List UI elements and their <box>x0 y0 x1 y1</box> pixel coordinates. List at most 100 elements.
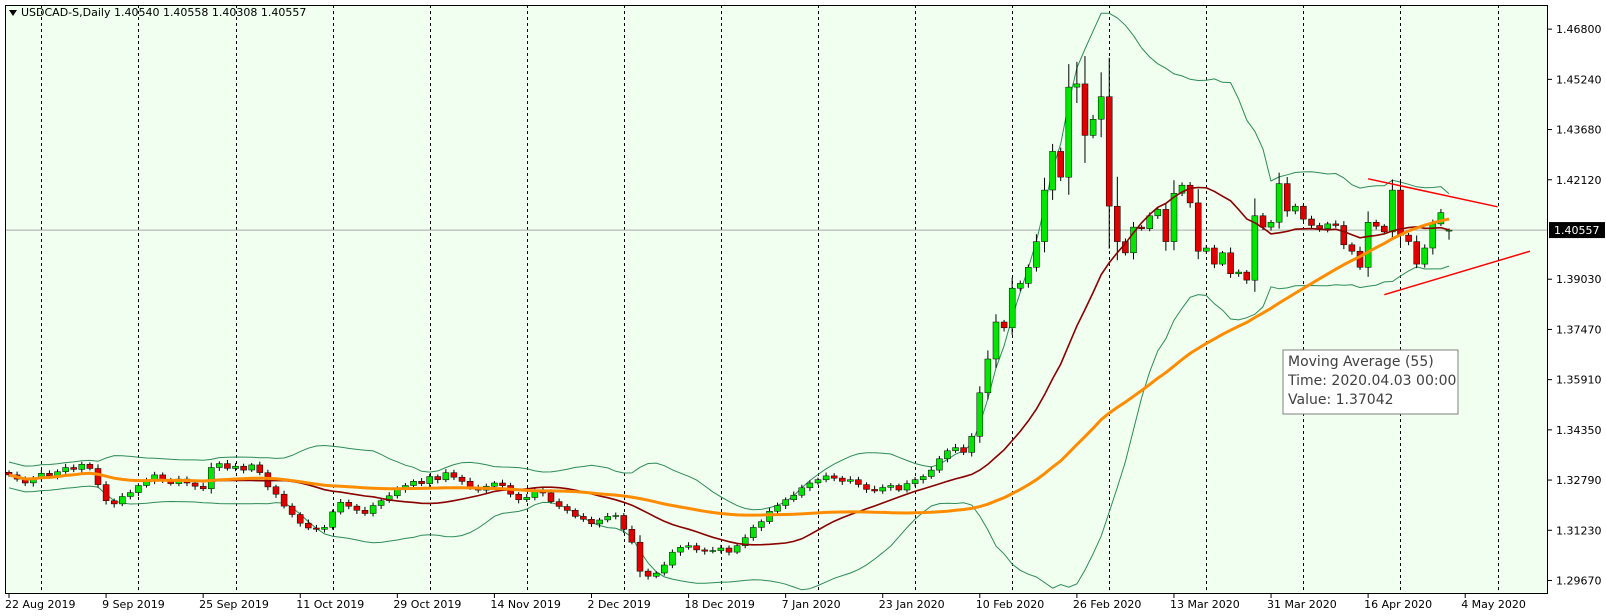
candle <box>1041 177 1048 253</box>
candle <box>911 477 919 487</box>
candle <box>305 519 312 531</box>
chart-header: USDCAD-S,Daily 1.40540 1.40558 1.40308 1… <box>9 6 306 19</box>
candle <box>1413 235 1420 269</box>
candle <box>588 516 595 527</box>
candle <box>1340 221 1348 250</box>
moving-average-short[interactable] <box>8 186 1450 546</box>
candle <box>499 479 506 489</box>
candle <box>661 561 668 576</box>
candle <box>685 542 692 550</box>
candle <box>628 525 636 545</box>
price-tick-label: 1.35910 <box>1556 374 1602 387</box>
candle <box>952 443 959 453</box>
candle <box>296 512 304 527</box>
candle <box>822 472 830 483</box>
candle <box>240 463 247 474</box>
candle <box>1017 280 1024 292</box>
candle <box>919 474 927 484</box>
candle <box>1138 225 1145 231</box>
candle <box>191 480 199 490</box>
trendlines <box>1367 178 1531 296</box>
candle <box>1372 219 1380 230</box>
tooltip-value: Value: 1.37042 <box>1288 392 1394 408</box>
plot-area[interactable] <box>5 5 1548 594</box>
candle <box>1154 206 1162 219</box>
candle <box>903 480 911 493</box>
tooltip-box <box>1282 349 1459 415</box>
candle <box>1114 176 1121 261</box>
candle <box>288 503 296 518</box>
candle <box>1178 182 1186 197</box>
chart-title: USDCAD-S,Daily 1.40540 1.40558 1.40308 1… <box>21 6 306 19</box>
candle <box>442 469 450 483</box>
candle <box>1162 204 1170 251</box>
candle <box>944 448 951 463</box>
time-tick-label: 22 Aug 2019 <box>5 598 75 611</box>
candle <box>1105 57 1113 249</box>
price-tick-label: 1.31230 <box>1556 524 1602 537</box>
candle <box>984 350 992 400</box>
candle <box>1186 182 1194 208</box>
time-tick-label: 26 Feb 2020 <box>1073 598 1141 611</box>
price-tick-label: 1.43680 <box>1556 124 1602 137</box>
candle <box>377 498 385 509</box>
candle <box>887 483 895 491</box>
candle <box>620 512 628 534</box>
candle <box>652 571 660 579</box>
candle <box>806 480 814 492</box>
candle <box>1292 203 1299 215</box>
bollinger-upper <box>8 12 1450 511</box>
candle <box>839 476 846 486</box>
candle <box>491 481 498 489</box>
candle <box>1227 247 1234 278</box>
candle <box>976 386 984 443</box>
time-tick-label: 29 Oct 2019 <box>393 598 461 611</box>
candle <box>1097 72 1105 138</box>
candle <box>248 463 255 473</box>
price-tick-label: 1.39030 <box>1556 273 1602 286</box>
candle <box>313 524 320 533</box>
candle <box>879 484 886 494</box>
candle <box>280 490 288 509</box>
candle <box>361 506 369 516</box>
trendline[interactable] <box>1384 250 1531 296</box>
candle <box>329 509 336 530</box>
trendline[interactable] <box>1367 178 1498 208</box>
candle <box>741 534 749 549</box>
candle <box>1065 64 1073 195</box>
price-tick-label: 1.37470 <box>1556 323 1602 336</box>
candle <box>798 484 806 498</box>
time-tick-label: 10 Feb 2020 <box>976 598 1044 611</box>
time-tick-label: 2 Dec 2019 <box>587 598 650 611</box>
candle <box>110 498 118 508</box>
candle <box>135 483 142 497</box>
moving-average-long[interactable] <box>8 217 1450 517</box>
candle <box>208 462 215 494</box>
triangle-down-icon[interactable] <box>9 10 17 16</box>
bollinger-lower <box>8 265 1450 591</box>
candle <box>1389 179 1396 241</box>
candle <box>1057 147 1064 182</box>
time-tick-label: 14 Nov 2019 <box>490 598 560 611</box>
candle <box>1219 250 1226 267</box>
candle <box>78 461 86 473</box>
candle <box>968 433 975 457</box>
candle <box>418 478 425 487</box>
candle <box>895 483 903 492</box>
candle <box>790 491 797 502</box>
tooltip-indicator-name: Moving Average (55) <box>1288 354 1434 370</box>
time-tick-label: 11 Oct 2019 <box>296 598 364 611</box>
candle <box>1437 208 1445 226</box>
candle <box>677 545 684 556</box>
candle <box>733 543 741 555</box>
candle <box>523 493 531 503</box>
candle <box>1275 172 1283 229</box>
candle <box>199 482 207 492</box>
time-tick-label: 13 Mar 2020 <box>1170 598 1240 611</box>
candle <box>1445 228 1453 240</box>
candle <box>1243 270 1251 284</box>
candle <box>1025 264 1032 288</box>
price-tick-label: 1.34350 <box>1556 424 1602 437</box>
